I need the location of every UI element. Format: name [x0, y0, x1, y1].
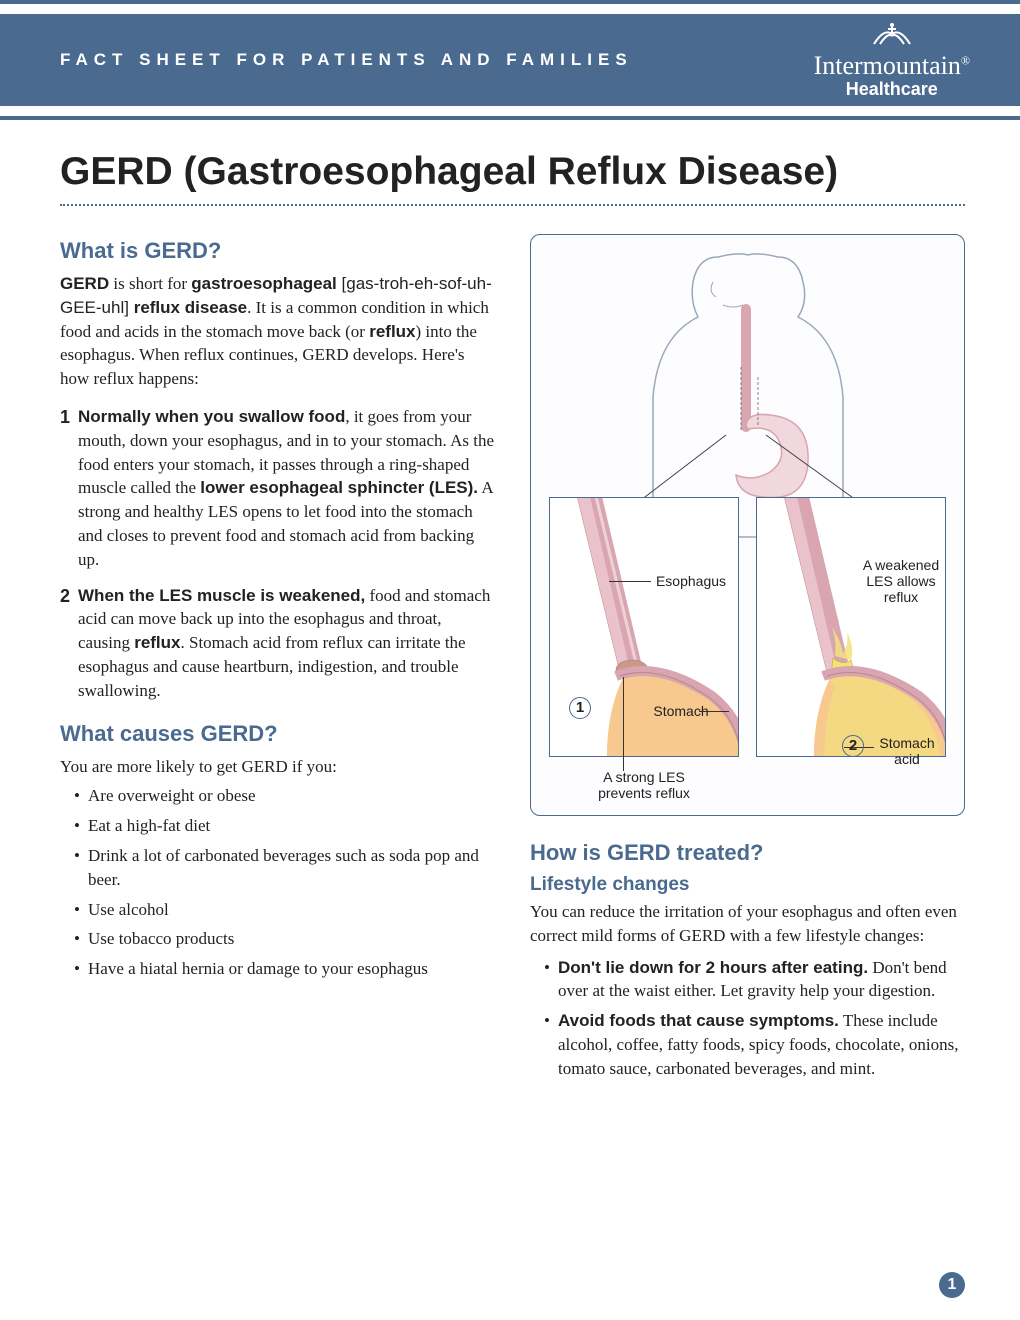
left-column: What is GERD? GERD is short for gastroes…	[60, 234, 495, 1087]
label-esophagus: Esophagus	[651, 573, 731, 589]
page-title: GERD (Gastroesophageal Reflux Disease)	[60, 150, 965, 194]
page-content: GERD (Gastroesophageal Reflux Disease) W…	[0, 120, 1020, 1087]
anatomy-diagram: Esophagus Stomach A weakened LES allows …	[530, 234, 965, 816]
leader-line	[623, 677, 624, 771]
page-number: 1	[939, 1272, 965, 1298]
diagram-number-2: 2	[842, 735, 864, 757]
leader-line	[699, 711, 729, 712]
heading-what-is-gerd: What is GERD?	[60, 238, 495, 264]
cause-item: Have a hiatal hernia or damage to your e…	[74, 957, 495, 981]
logo-subtext: Healthcare	[814, 79, 970, 100]
cause-item: Eat a high-fat diet	[74, 814, 495, 838]
cause-item: Are overweight or obese	[74, 784, 495, 808]
diagram-number-1: 1	[569, 697, 591, 719]
causes-list: Are overweight or obese Eat a high-fat d…	[60, 784, 495, 981]
cause-item: Use tobacco products	[74, 927, 495, 951]
lifestyle-item: Don't lie down for 2 hours after eating.…	[544, 956, 965, 1004]
label-strong-les: A strong LES prevents reflux	[579, 769, 709, 801]
heading-how-treated: How is GERD treated?	[530, 840, 965, 866]
heading-what-causes-gerd: What causes GERD?	[60, 721, 495, 747]
treated-intro: You can reduce the irritation of your es…	[530, 900, 965, 948]
step-2: 2 When the LES muscle is weakened, food …	[60, 584, 495, 703]
what-is-gerd-intro: GERD is short for gastroesophageal [gas-…	[60, 272, 495, 391]
logo-icon	[814, 20, 970, 51]
how-reflux-happens-list: 1 Normally when you swallow food, it goe…	[60, 405, 495, 703]
dotted-rule	[60, 204, 965, 206]
causes-intro: You are more likely to get GERD if you:	[60, 755, 495, 779]
brand-logo: Intermountain® Healthcare	[814, 20, 970, 100]
lifestyle-item: Avoid foods that cause symptoms. These i…	[544, 1009, 965, 1080]
label-weak-les: A weakened LES allows reflux	[856, 557, 946, 605]
header-label: FACT SHEET FOR PATIENTS AND FAMILIES	[60, 50, 633, 70]
leader-line	[609, 581, 651, 582]
logo-wordmark: Intermountain®	[814, 51, 970, 81]
cause-item: Use alcohol	[74, 898, 495, 922]
subheading-lifestyle: Lifestyle changes	[530, 874, 965, 896]
header-band: FACT SHEET FOR PATIENTS AND FAMILIES Int…	[0, 0, 1020, 120]
right-column: Esophagus Stomach A weakened LES allows …	[530, 234, 965, 1087]
label-stomach-acid: Stomach acid	[872, 735, 942, 767]
diagram-panel-reflux	[756, 497, 946, 757]
step-1: 1 Normally when you swallow food, it goe…	[60, 405, 495, 572]
lifestyle-list: Don't lie down for 2 hours after eating.…	[530, 956, 965, 1081]
cause-item: Drink a lot of carbonated beverages such…	[74, 844, 495, 892]
